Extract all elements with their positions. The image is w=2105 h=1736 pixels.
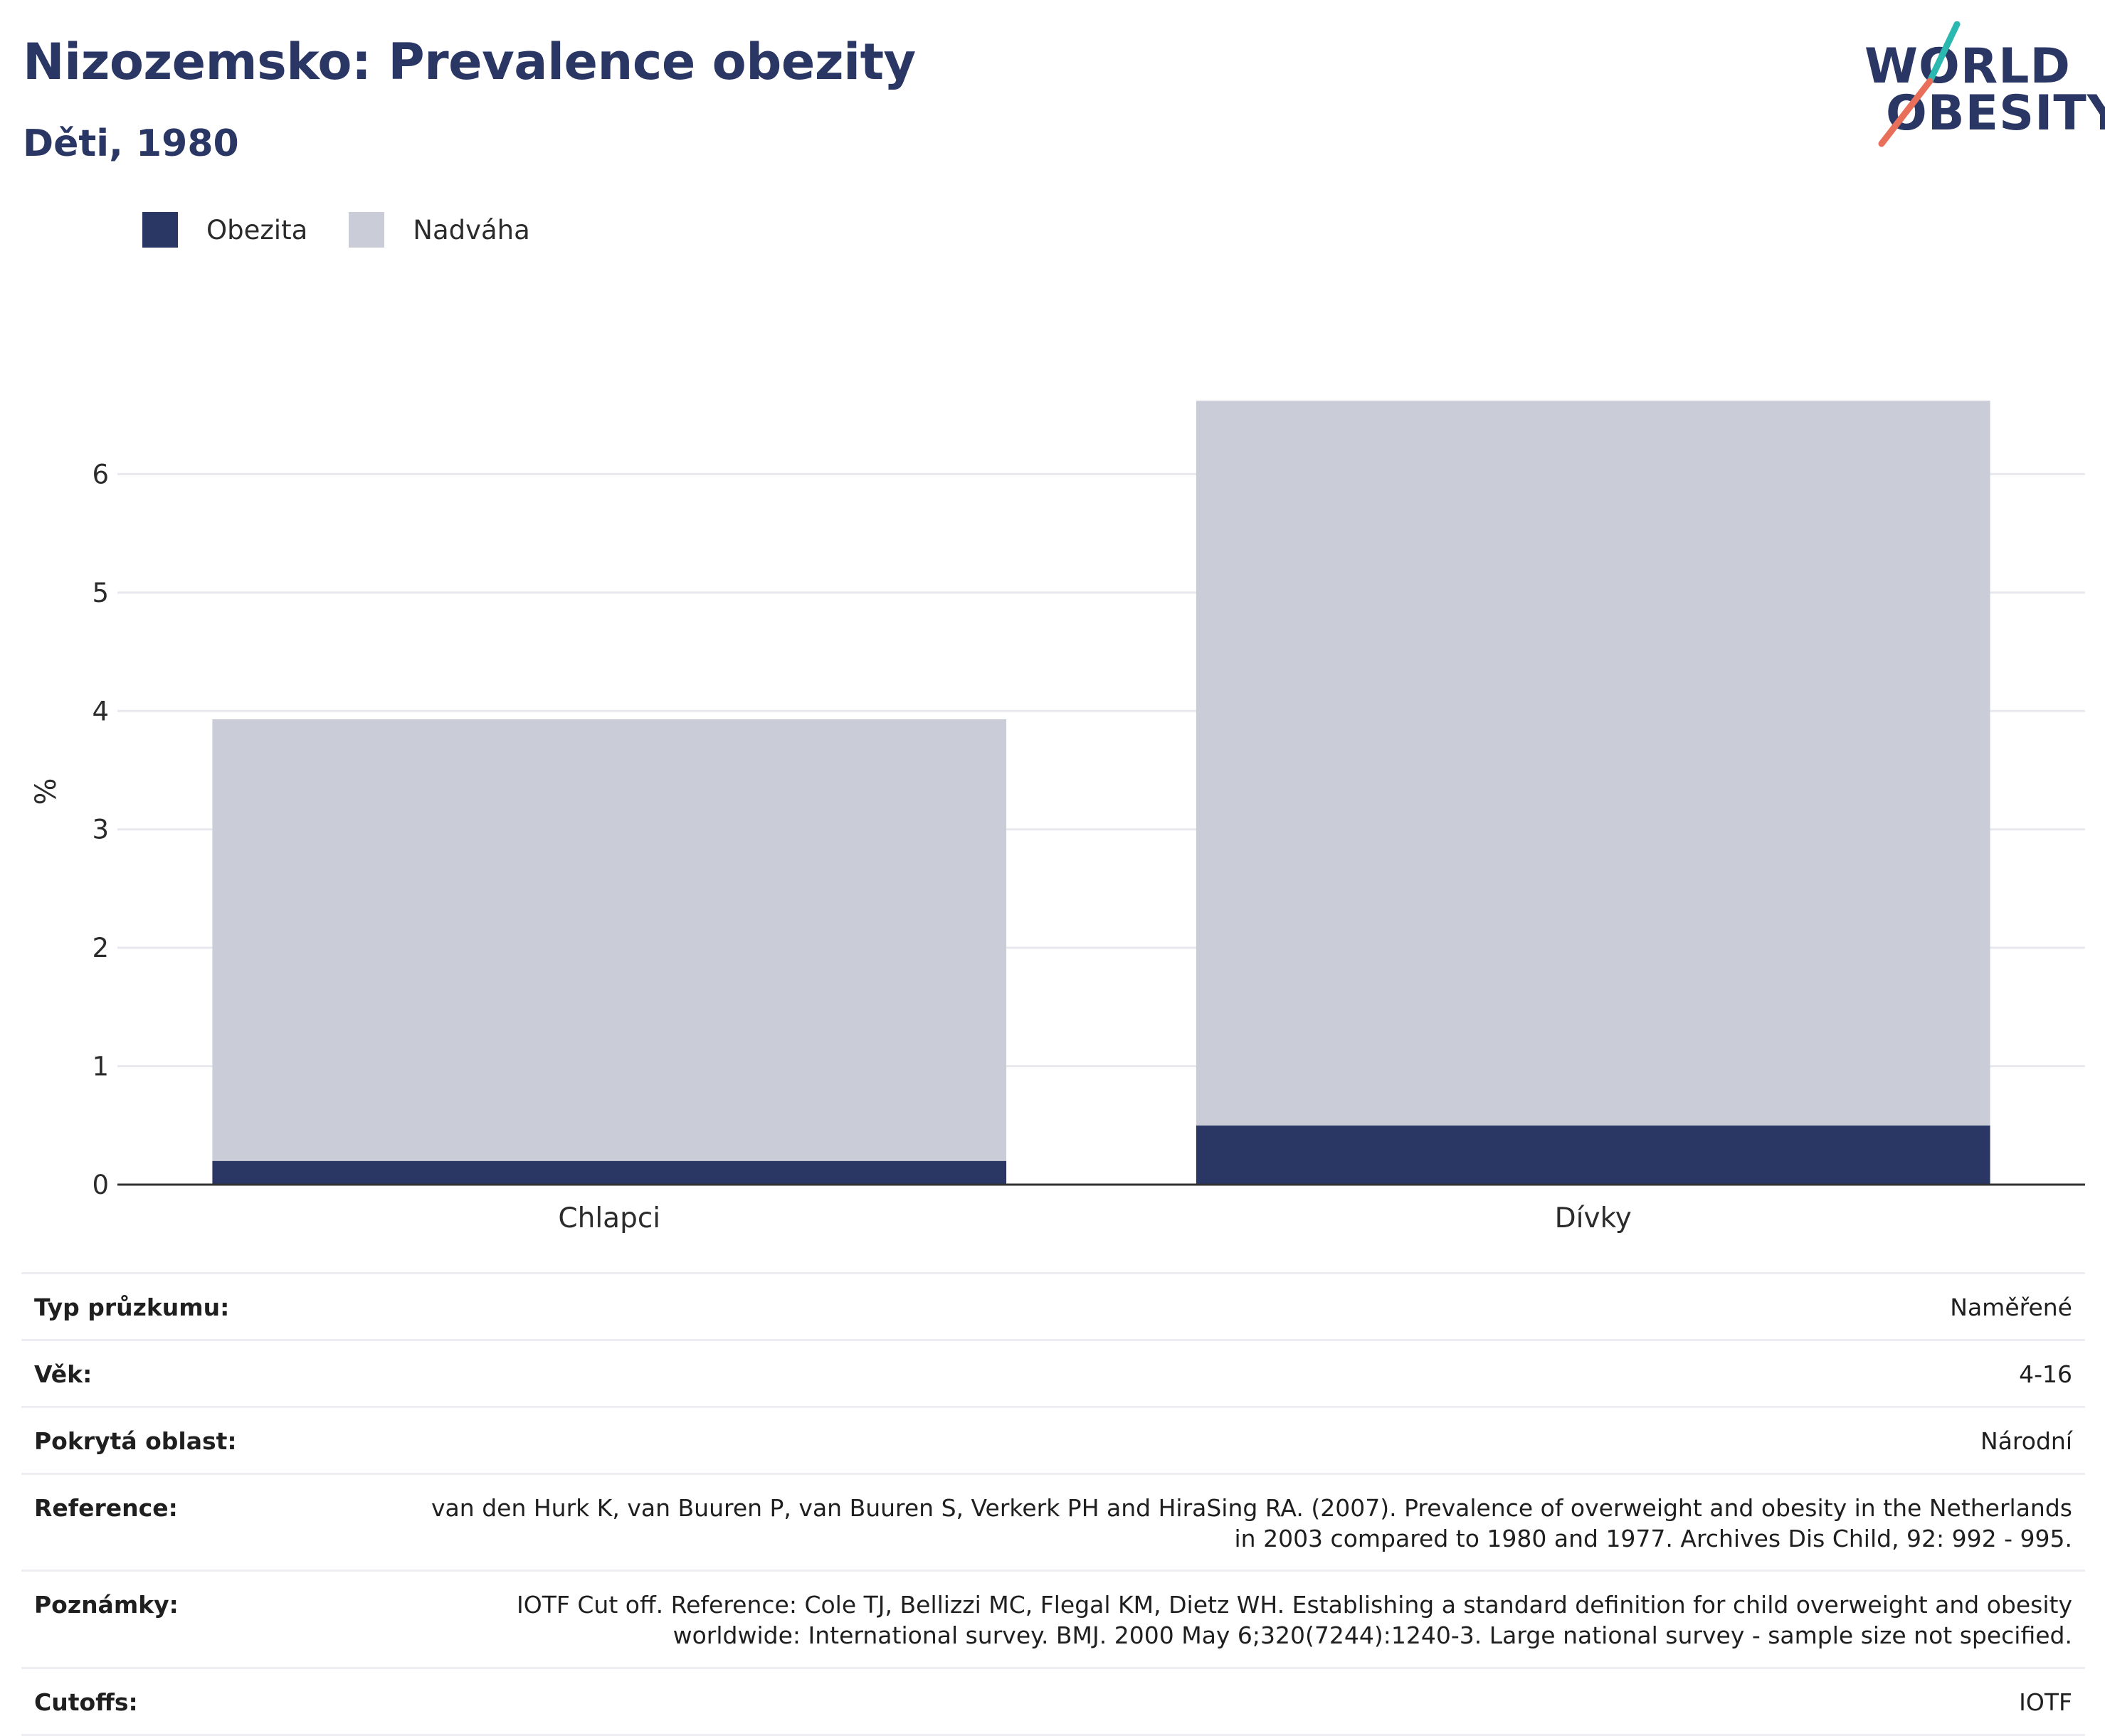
- info-row-age: Věk: 4-16: [21, 1338, 2085, 1407]
- legend: Obezita Nadváha: [142, 212, 571, 248]
- info-value: IOTF Cut off. Reference: Cole TJ, Belliz…: [417, 1570, 2085, 1668]
- info-value: van den Hurk K, van Buuren P, van Buuren…: [417, 1472, 2085, 1571]
- info-key: Reference:: [21, 1472, 417, 1571]
- info-value: Naměřené: [417, 1272, 2085, 1340]
- bar-nadvaha-1: [1196, 401, 1990, 1126]
- legend-label-obezita: Obezita: [206, 214, 308, 245]
- info-key: Pokrytá oblast:: [21, 1405, 417, 1474]
- y-tick-label: 6: [92, 459, 109, 489]
- legend-label-nadvaha: Nadváha: [413, 214, 530, 245]
- x-tick-label: Dívky: [1555, 1202, 1632, 1234]
- legend-item-obezita[interactable]: Obezita: [142, 212, 307, 248]
- y-tick-label: 4: [92, 696, 109, 726]
- bar-obezita-1: [1196, 1125, 1990, 1185]
- bar-chart: 0 1 2 3 4 5 6% Chlapci Dívky: [30, 401, 2085, 1234]
- info-row-survey-type: Typ průzkumu: Naměřené: [21, 1272, 2085, 1340]
- y-tick-label: 3: [92, 815, 109, 845]
- logo-line-2: OBESITY: [1886, 85, 2105, 142]
- logo-line-1: WORLD: [1864, 38, 2071, 95]
- bar-nadvaha-0: [212, 719, 1007, 1161]
- info-key: Typ průzkumu:: [21, 1272, 417, 1340]
- chart-title: Nizozemsko: Prevalence obezity: [23, 33, 916, 91]
- bar-obezita-0: [212, 1160, 1007, 1185]
- info-row-cutoffs: Cutoffs: IOTF: [21, 1667, 2085, 1736]
- y-tick-label: 1: [92, 1052, 109, 1082]
- info-row-reference: Reference: van den Hurk K, van Buuren P,…: [21, 1472, 2085, 1571]
- legend-swatch-obezita: [142, 212, 178, 248]
- y-tick-label: 2: [92, 933, 109, 963]
- y-tick-label: 0: [92, 1170, 109, 1200]
- info-row-notes: Poznámky: IOTF Cut off. Reference: Cole …: [21, 1570, 2085, 1668]
- info-key: Poznámky:: [21, 1570, 417, 1668]
- info-key: Cutoffs:: [21, 1667, 417, 1736]
- y-tick-label: 5: [92, 578, 109, 608]
- info-table: Typ průzkumu: Naměřené Věk: 4-16 Pokrytá…: [21, 1272, 2085, 1736]
- x-tick-label: Chlapci: [558, 1202, 660, 1234]
- info-row-coverage: Pokrytá oblast: Národní: [21, 1405, 2085, 1474]
- info-key: Věk:: [21, 1338, 417, 1407]
- y-axis-label: %: [30, 778, 63, 805]
- info-value: 4-16: [417, 1338, 2085, 1407]
- info-value: Národní: [417, 1405, 2085, 1474]
- world-obesity-logo: WORLD OBESITY: [1850, 21, 2105, 149]
- legend-swatch-nadvaha: [349, 212, 385, 248]
- info-value: IOTF: [417, 1667, 2085, 1736]
- logo-slash-icon: [1878, 21, 1961, 147]
- chart-subtitle: Děti, 1980: [23, 122, 239, 165]
- legend-item-nadvaha[interactable]: Nadváha: [349, 212, 530, 248]
